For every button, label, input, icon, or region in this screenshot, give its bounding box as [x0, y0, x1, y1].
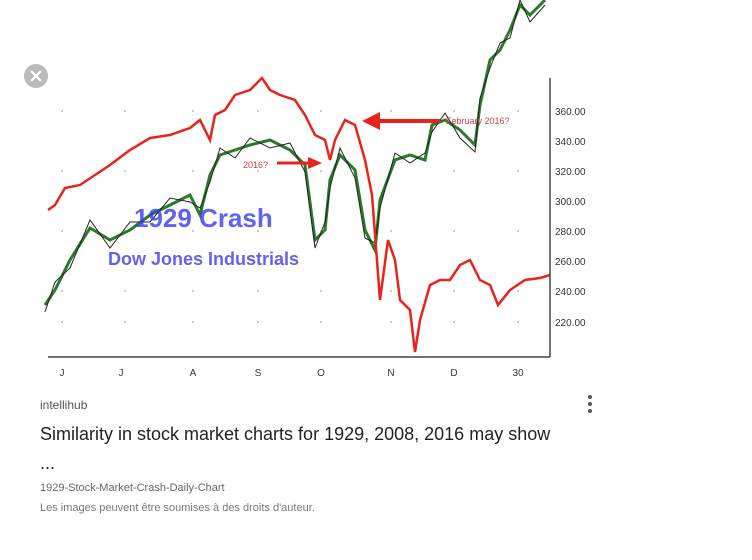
- overlay-title: 1929 Crash: [134, 203, 273, 233]
- y-label: 340.00: [555, 137, 586, 148]
- filename: 1929-Stock-Market-Crash-Daily-Chart: [40, 482, 225, 494]
- y-label: 280.00: [555, 227, 586, 238]
- more-menu[interactable]: [584, 393, 596, 417]
- y-label: 260.00: [555, 257, 586, 268]
- red-series: [47, 76, 551, 353]
- x-label: D: [450, 368, 457, 379]
- annotation: 2016?: [243, 160, 268, 170]
- arrows: [277, 112, 440, 169]
- result-title[interactable]: Similarity in stock market charts for 19…: [40, 424, 551, 473]
- x-label: 30: [512, 368, 524, 379]
- overlay-subtitle: Dow Jones Industrials: [108, 249, 299, 269]
- x-label: J: [60, 368, 65, 379]
- y-label: 240.00: [555, 287, 586, 298]
- y-label: 300.00: [555, 197, 586, 208]
- candle-wicks: [44, 0, 546, 313]
- y-label: 320.00: [555, 167, 586, 178]
- annotation: February 2016?: [446, 116, 510, 126]
- close-icon: [30, 70, 42, 82]
- copyright-notice: Les images peuvent être soumises à des d…: [40, 502, 315, 514]
- x-label: J: [119, 368, 124, 379]
- x-label: S: [255, 368, 262, 379]
- x-label: O: [317, 368, 325, 379]
- result-image[interactable]: 360.00 340.00 320.00 300.00 280.00 260.0…: [0, 0, 700, 395]
- source: intellihub: [40, 398, 88, 412]
- x-label: N: [387, 368, 394, 379]
- image-bg: [0, 0, 700, 395]
- y-label: 220.00: [555, 318, 586, 329]
- y-label: 360.00: [555, 107, 586, 118]
- x-label: A: [190, 368, 197, 379]
